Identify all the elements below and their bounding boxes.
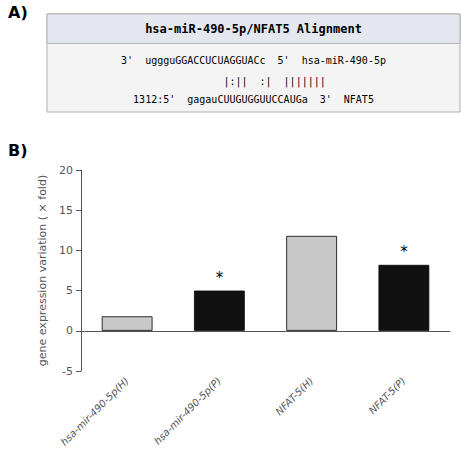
svg-text:1312:5' gagauCUUGUGGUUCCAUGa: 1312:5' gagauCUUGUGGUUCCAUGa 3' NFAT5 <box>133 94 374 105</box>
svg-text:hsa-mir-490-5p(P): hsa-mir-490-5p(P) <box>152 375 223 446</box>
svg-text:hsa-miR-490-5p/NFAT5 Alignment: hsa-miR-490-5p/NFAT5 Alignment <box>145 22 362 36</box>
svg-text:NFAT-5(P): NFAT-5(P) <box>367 375 408 416</box>
svg-text:|:|| :| |||||||: |:|| :| ||||||| <box>181 76 326 88</box>
svg-text:A): A) <box>8 3 28 22</box>
svg-text:*: * <box>400 243 408 261</box>
svg-text:B): B) <box>8 141 28 160</box>
svg-text:20: 20 <box>59 164 73 177</box>
svg-text:5: 5 <box>66 284 73 297</box>
svg-text:NFAT-5(H): NFAT-5(H) <box>273 375 315 417</box>
svg-text:-5: -5 <box>62 365 73 378</box>
svg-text:10: 10 <box>59 244 73 257</box>
svg-text:*: * <box>216 269 224 287</box>
svg-text:gene expression variation ( ×: gene expression variation ( × fold) <box>36 175 49 366</box>
svg-text:hsa-mir-490-5p(H): hsa-mir-490-5p(H) <box>58 375 131 448</box>
svg-text:15: 15 <box>59 204 73 217</box>
svg-text:0: 0 <box>66 324 73 337</box>
svg-text:3' uggguGGACCUCUAGGUACc 5': 3' uggguGGACCUCUAGGUACc 5' hsa-miR-490-5… <box>121 55 386 66</box>
